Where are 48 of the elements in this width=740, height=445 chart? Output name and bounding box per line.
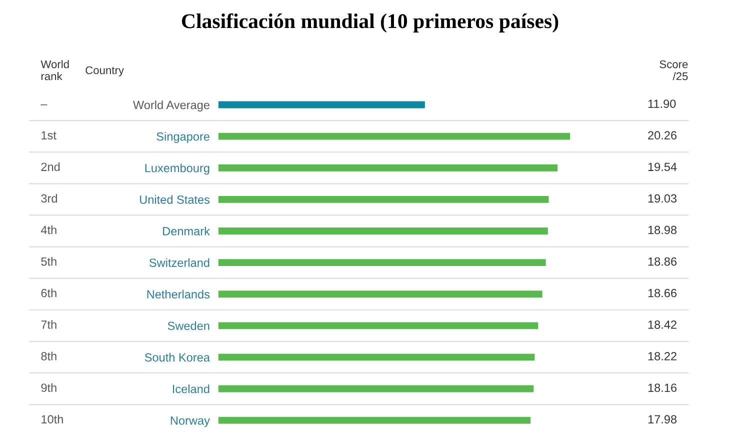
data-label: 20.26: [648, 131, 677, 140]
chart-title: Clasificación mundial (10 primeros países): [182, 13, 558, 32]
data-label: 18.22: [648, 352, 676, 360]
text: Country: [86, 66, 124, 76]
y-tick-label: Switzerland: [149, 258, 210, 267]
data-label: 19.54: [648, 162, 677, 172]
bar: [218, 196, 549, 203]
bar: [218, 164, 558, 172]
text: 1st: [42, 131, 56, 140]
text: World rank: [40, 60, 69, 80]
bar: [218, 132, 570, 140]
text: 3rd: [41, 194, 57, 203]
bar: [218, 101, 425, 108]
y-tick-label: Denmark: [163, 226, 210, 236]
y-tick-label: Norway: [170, 416, 210, 428]
text: 8th: [41, 352, 56, 360]
y-tick-label: Iceland: [172, 384, 210, 394]
bar: [218, 322, 538, 330]
y-tick-label: World Average: [133, 100, 210, 112]
y-tick-label: Singapore: [156, 132, 210, 144]
data-label: 18.86: [648, 257, 677, 266]
y-tick-label: United States: [140, 195, 210, 204]
data-label: 18.66: [648, 288, 677, 298]
text: 7th: [41, 320, 56, 329]
text: 6th: [41, 288, 56, 298]
data-label: 18.98: [648, 226, 677, 234]
y-tick-label: Luxembourg: [145, 164, 210, 175]
bar: [218, 290, 542, 298]
text: Score /25: [660, 60, 688, 80]
bar: [218, 228, 548, 234]
text: 5th: [41, 257, 56, 266]
y-tick-label: South Korea: [144, 352, 210, 362]
bar: [218, 385, 534, 392]
text: 10th: [42, 414, 63, 424]
bar: [218, 259, 546, 266]
data-label: 17.98: [648, 415, 677, 424]
data-label: 11.90: [648, 100, 676, 108]
text: 9th: [41, 383, 56, 392]
bar: [218, 416, 531, 424]
bar: [218, 354, 535, 361]
y-tick-label: Netherlands: [147, 290, 210, 298]
data-label: 19.03: [648, 194, 677, 203]
data-label: 18.16: [648, 384, 677, 392]
text: –: [40, 104, 48, 106]
y-tick-label: Sweden: [168, 321, 210, 330]
data-label: 18.42: [648, 320, 676, 329]
text: 4th: [40, 225, 56, 234]
text: 2nd: [41, 162, 60, 172]
